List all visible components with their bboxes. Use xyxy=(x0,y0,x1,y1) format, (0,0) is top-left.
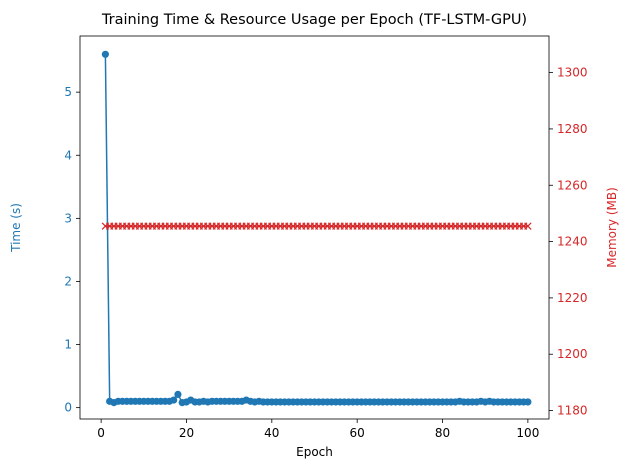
y-left-tick-label: 4 xyxy=(64,148,72,162)
y-right-tick-label: 1200 xyxy=(557,347,588,361)
y-axis-left-label: Time (s) xyxy=(9,203,23,253)
x-tick-label: 20 xyxy=(179,426,194,440)
plot-frame xyxy=(79,35,550,420)
x-axis-label: Epoch xyxy=(296,445,333,459)
y-left-tick-label: 0 xyxy=(64,401,72,415)
x-tick-label: 80 xyxy=(435,426,450,440)
time-point xyxy=(174,390,182,398)
x-tick-label: 60 xyxy=(350,426,365,440)
y-right-tick-label: 1180 xyxy=(557,404,588,418)
y-left-tick-label: 1 xyxy=(64,338,72,352)
y-left-tick-label: 5 xyxy=(64,85,72,99)
time-point xyxy=(524,398,532,406)
memory-point xyxy=(524,222,532,230)
time-point xyxy=(101,50,109,58)
y-axis-right-label: Memory (MB) xyxy=(605,187,619,268)
y-left-tick-label: 2 xyxy=(64,274,72,288)
y-left-tick-label: 3 xyxy=(64,211,72,225)
chart-title: Training Time & Resource Usage per Epoch… xyxy=(101,12,527,28)
x-tick-label: 0 xyxy=(97,426,105,440)
y-right-tick-label: 1260 xyxy=(557,178,588,192)
time-point xyxy=(170,396,178,404)
axes-layer: 0 20 40 60 80 100 0 1 2 3 4 5 1180 1200 1220 1240 1260 12… xyxy=(64,66,587,440)
plot-area xyxy=(101,50,532,407)
axes-spines xyxy=(79,35,550,420)
y-right-tick-label: 1220 xyxy=(557,291,588,305)
y-right-tick-label: 1240 xyxy=(557,235,588,249)
y-right-tick-label: 1300 xyxy=(557,66,588,80)
x-tick-label: 40 xyxy=(264,426,279,440)
x-tick-label: 100 xyxy=(516,426,539,440)
y-right-tick-label: 1280 xyxy=(557,122,588,136)
